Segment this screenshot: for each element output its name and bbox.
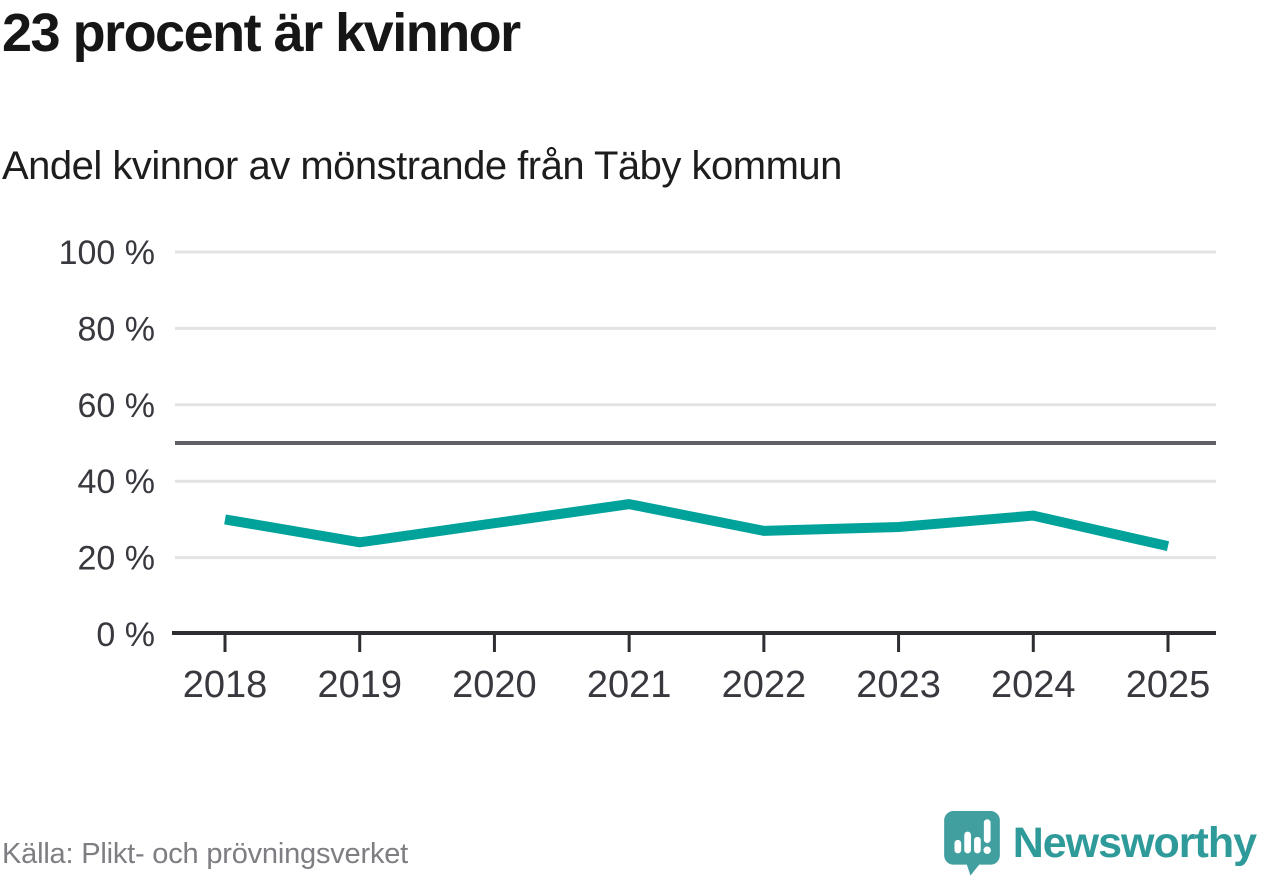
bar-2 <box>963 831 971 854</box>
newsworthy-bubble-chart-icon <box>943 811 1000 876</box>
speech-bubble-shape <box>943 811 1000 876</box>
y-axis-label-40: 40 % <box>78 463 156 501</box>
exclamation-bar <box>983 819 991 843</box>
x-axis-label-2020: 2020 <box>452 664 537 706</box>
chart-subtitle: Andel kvinnor av mönstrande från Täby ko… <box>2 144 842 188</box>
x-axis-label-2022: 2022 <box>722 664 807 706</box>
x-axis-label-2025: 2025 <box>1126 664 1211 706</box>
x-axis-label-2021: 2021 <box>587 664 672 706</box>
y-axis-label-20: 20 % <box>78 540 156 578</box>
exclamation-dot <box>983 846 991 854</box>
newsworthy-wordmark: Newsworthy <box>1012 818 1257 867</box>
source-caption: Källa: Plikt- och prövningsverket <box>2 838 409 870</box>
x-axis-label-2019: 2019 <box>317 664 402 706</box>
x-axis-label-2018: 2018 <box>183 664 268 706</box>
data-line-andel-kvinnor <box>224 499 1170 552</box>
x-axis-label-2023: 2023 <box>856 664 941 706</box>
bar-1 <box>954 839 961 854</box>
bar-3 <box>973 836 981 854</box>
chart-title: 23 procent är kvinnor <box>2 3 521 63</box>
newsworthy-logo: Newsworthy <box>941 810 1257 876</box>
y-axis-label-60: 60 % <box>78 387 156 425</box>
y-axis-label-100: 100 % <box>59 234 155 272</box>
y-axis-label-80: 80 % <box>78 310 156 348</box>
y-axis-label-0: 0 % <box>96 616 155 654</box>
x-axis-label-2024: 2024 <box>991 664 1076 706</box>
